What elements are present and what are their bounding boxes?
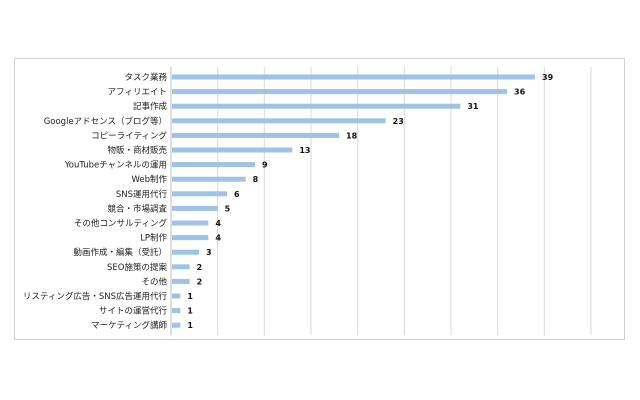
bar [172, 176, 246, 182]
bar [172, 322, 181, 328]
category-label: コピーライティング [91, 130, 167, 141]
bar [172, 74, 535, 80]
category-label: タスク業務 [124, 72, 167, 83]
data-label: 39 [542, 73, 554, 82]
bar [172, 264, 190, 270]
category-label: サイトの運営代行 [99, 306, 168, 317]
data-label: 2 [197, 277, 203, 286]
bar [172, 308, 181, 314]
data-label: 2 [197, 263, 203, 272]
grid-layer [170, 67, 592, 336]
bar-layer [172, 74, 535, 328]
bar [172, 132, 339, 138]
category-label: その他コンサルティング [74, 218, 167, 229]
category-label: 競合・市場調査 [107, 203, 167, 214]
data-label: 9 [262, 161, 268, 170]
bar [172, 249, 199, 255]
bar [172, 162, 255, 168]
bar [172, 220, 209, 226]
data-label: 23 [393, 117, 404, 126]
category-label: リスティング広告・SNS広告運用代行 [23, 291, 168, 302]
data-label: 13 [299, 146, 310, 155]
category-label: 物販・商材販売 [107, 145, 167, 156]
category-label: 記事作成 [133, 101, 168, 112]
data-label: 4 [215, 234, 221, 243]
category-label: YouTubeチャンネルの運用 [64, 161, 167, 171]
data-label: 1 [187, 321, 193, 330]
category-label: SNS運用代行 [116, 189, 168, 200]
bar [172, 89, 507, 95]
bar [172, 278, 190, 284]
data-label: 31 [467, 102, 479, 111]
data-label: 18 [346, 131, 358, 140]
category-label: アフィリエイト [108, 88, 167, 98]
data-label: 8 [253, 175, 259, 184]
bar [172, 293, 181, 299]
bar [172, 191, 227, 197]
bar [172, 235, 209, 241]
category-label: その他 [141, 276, 167, 287]
data-label: 1 [187, 292, 193, 301]
data-label: 4 [215, 219, 221, 228]
category-label: マーケティング講師 [91, 320, 167, 331]
chart-frame: タスク業務 39 アフィリエイト 36 記事作成 31 Googleアドセンス（ブログ等） 2… [14, 58, 625, 340]
data-label: 6 [234, 190, 240, 199]
bar [172, 205, 218, 211]
data-label: 5 [225, 204, 231, 213]
bar [172, 147, 293, 153]
category-label: Googleアドセンス（ブログ等） [44, 116, 167, 127]
data-label: 1 [187, 307, 193, 316]
category-label: Web制作 [131, 174, 167, 185]
category-label: 動画作成・編集（受託） [73, 247, 167, 258]
category-label: SEO施策の提案 [107, 262, 167, 273]
data-label: 3 [206, 248, 212, 257]
data-label: 36 [514, 88, 526, 97]
bar [172, 103, 461, 109]
bar [172, 118, 386, 124]
category-label: LP制作 [140, 233, 167, 244]
